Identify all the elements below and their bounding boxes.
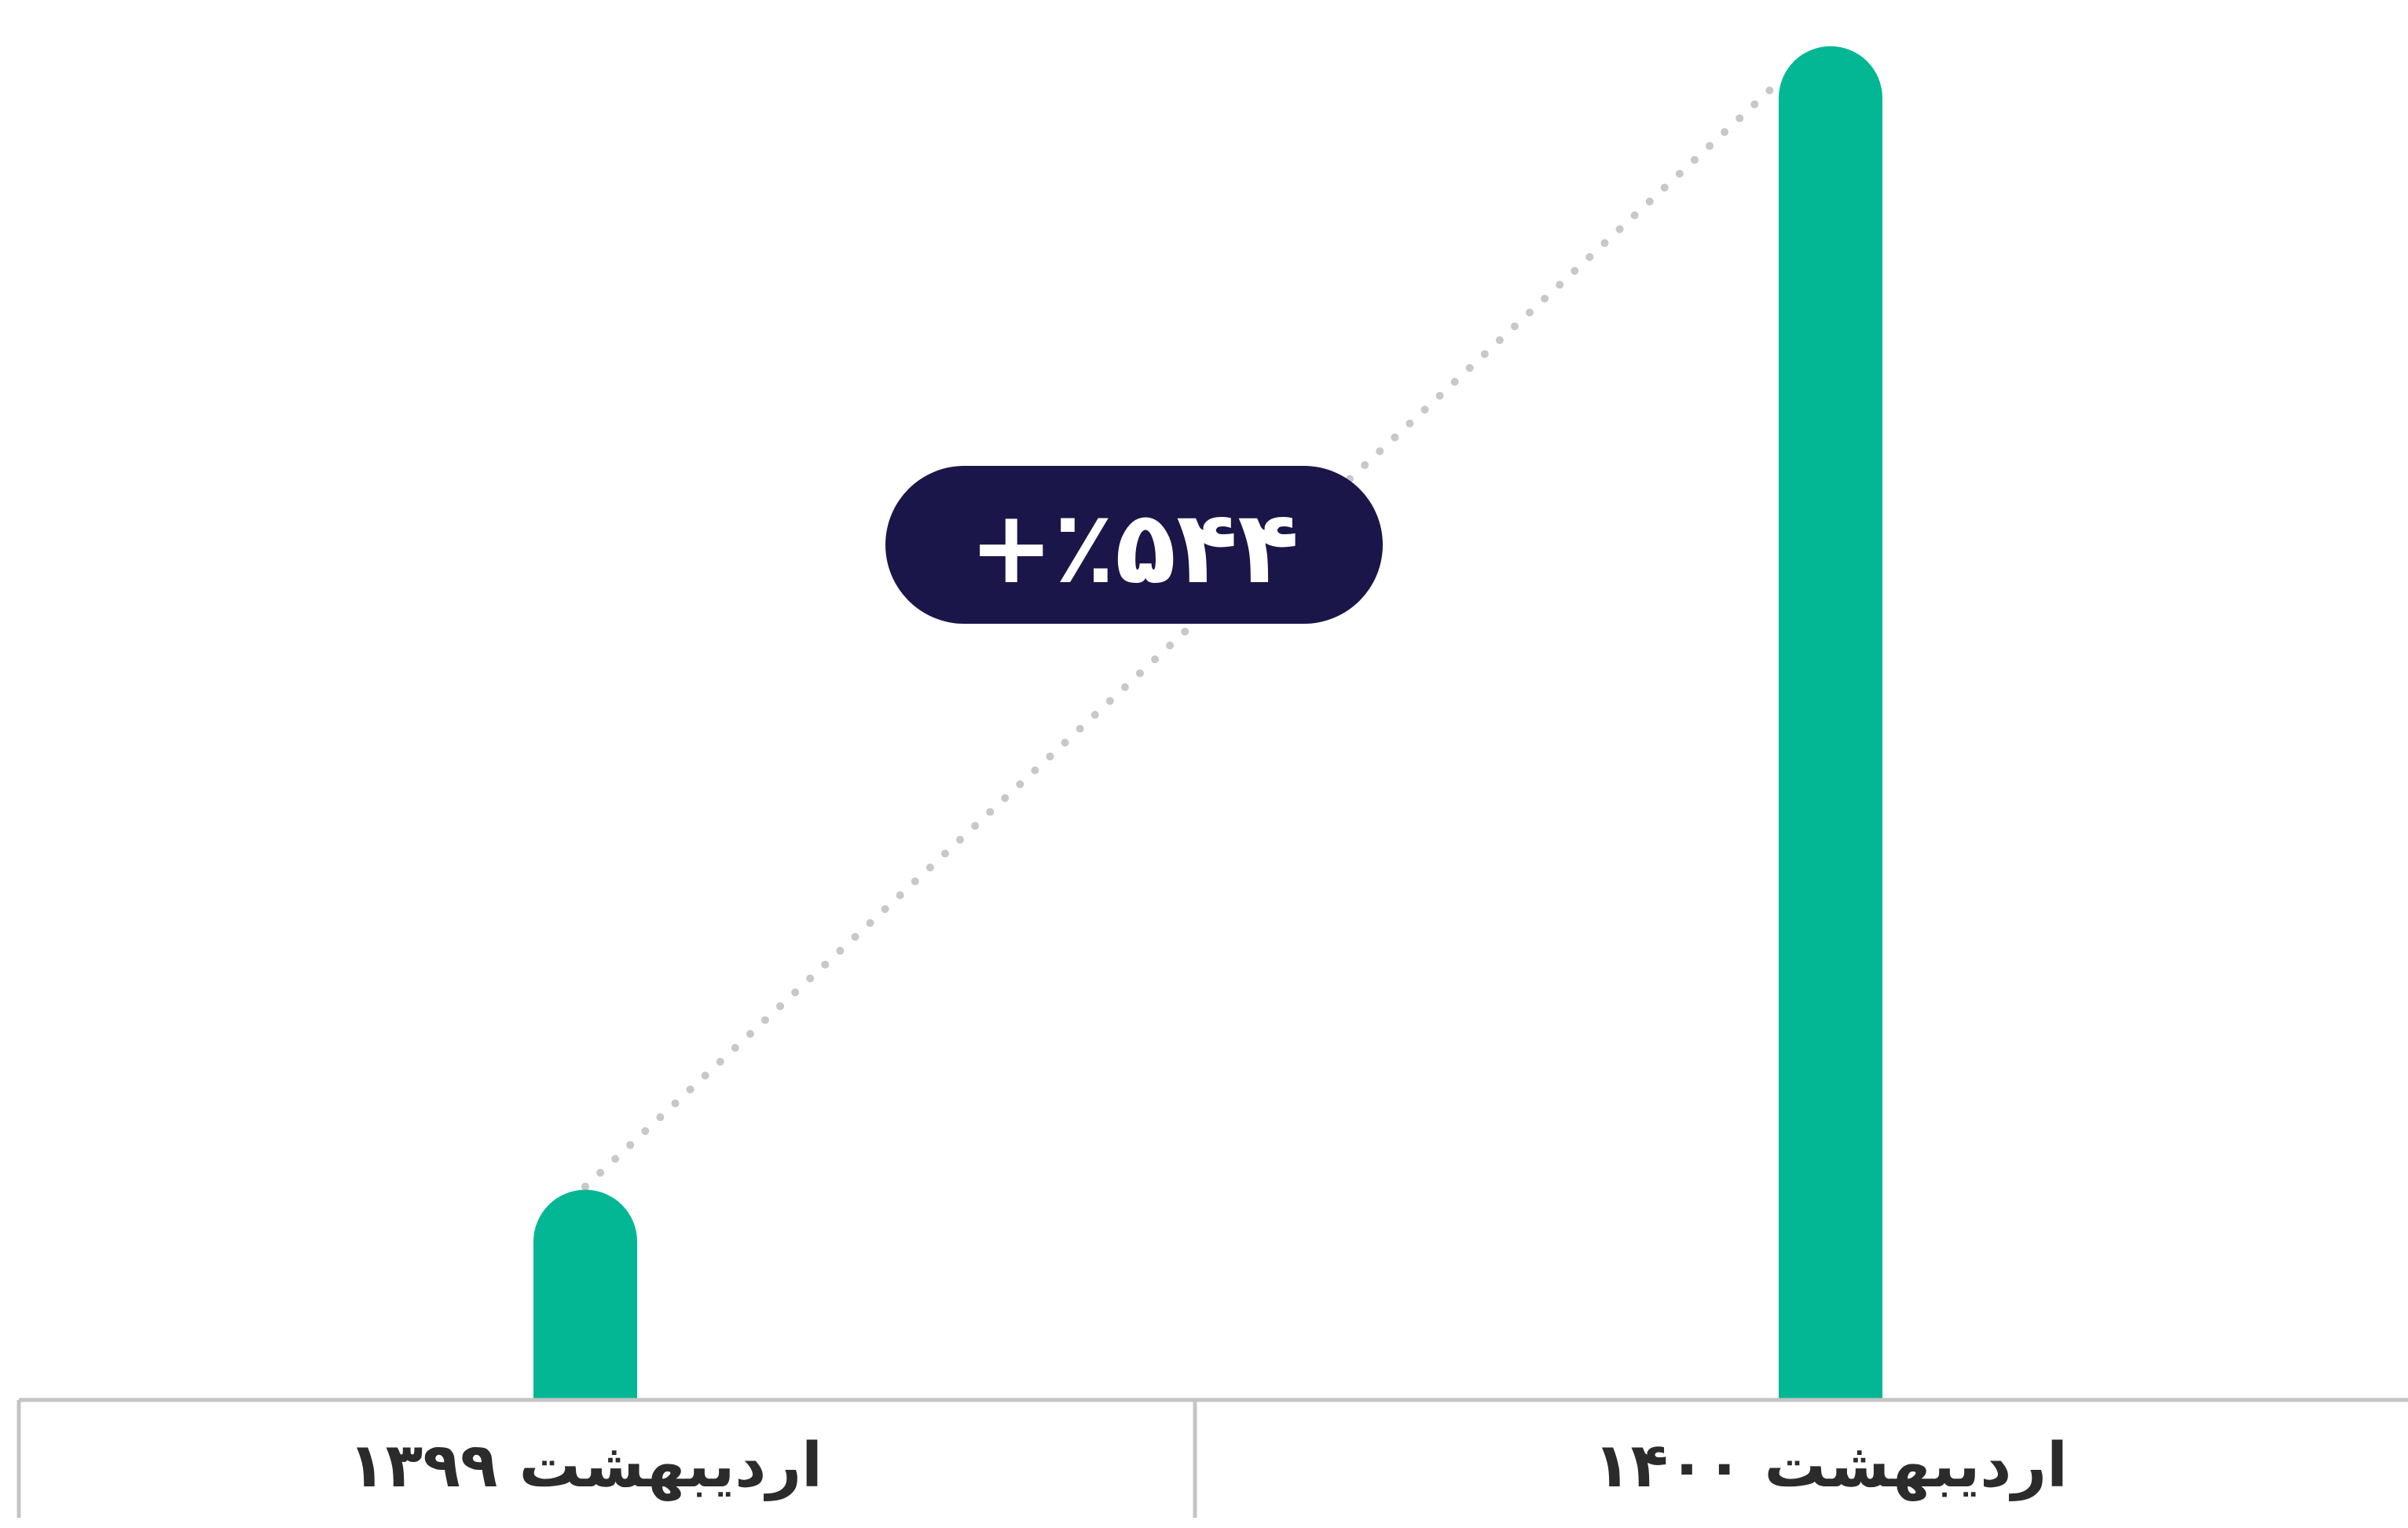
trend-dotted-line	[581, 73, 1787, 1191]
growth-badge: +٪۵۴۴	[885, 466, 1383, 624]
bars-group	[533, 46, 1882, 1400]
growth-badge-label: +٪۵۴۴	[969, 489, 1299, 606]
bar-1	[533, 1189, 637, 1400]
x-axis-labels: اردیبهشت ۱۳۹۹ اردیبهشت ۱۴۰۰	[348, 1431, 2068, 1501]
x-axis-ticks	[16, 1400, 1197, 1518]
bar-2	[1779, 46, 1882, 1400]
x-tick-label-2: اردیبهشت ۱۴۰۰	[1593, 1431, 2068, 1501]
x-tick-label-1: اردیبهشت ۱۳۹۹	[348, 1431, 823, 1501]
growth-badge-background	[885, 466, 1383, 624]
